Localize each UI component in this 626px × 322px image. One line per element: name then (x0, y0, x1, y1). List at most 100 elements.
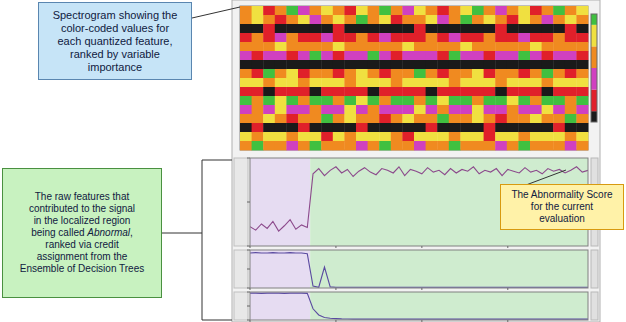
spectrogram-cell (437, 69, 449, 78)
plot-frame (250, 250, 588, 288)
spectrogram-cell (426, 96, 438, 105)
spectrogram-cell (518, 114, 530, 123)
spectrogram-cell (275, 6, 287, 15)
y-tick (247, 202, 250, 203)
spectrogram-cell (356, 87, 368, 96)
spectrogram-cell (495, 141, 507, 150)
spectrogram-cell (379, 69, 391, 78)
spectrogram-cell (391, 132, 403, 141)
x-tick (421, 320, 422, 322)
spectrogram-cell (460, 105, 472, 114)
spectrogram-cell (402, 123, 414, 132)
spectrogram-cell (414, 78, 426, 87)
spectrogram-cell (460, 51, 472, 60)
spectrogram-cell (553, 33, 565, 42)
spectrogram-cell (437, 42, 449, 51)
callout-line: The Abnormality Score (511, 189, 612, 201)
spectrogram-cell (379, 78, 391, 87)
callout-line: assignment from the (37, 251, 128, 263)
spectrogram-cell (252, 132, 264, 141)
colorbar-swatch (591, 14, 597, 25)
spectrogram-cell (518, 141, 530, 150)
spectrogram-cell (576, 87, 588, 96)
spectrogram-cell (542, 87, 554, 96)
plot-frame (250, 292, 588, 320)
spectrogram-cell (275, 78, 287, 87)
spectrogram-cell (391, 33, 403, 42)
callout-line: being called Abnormal, (31, 227, 133, 239)
spectrogram-cell (553, 132, 565, 141)
emphasis: Abnormal (87, 227, 130, 238)
callout-line: color-coded values for (61, 22, 169, 35)
spectrogram-cell (472, 69, 484, 78)
spectrogram-cell (426, 114, 438, 123)
spectrogram-cell (275, 24, 287, 33)
spectrogram-cell (252, 42, 264, 51)
spectrogram-cell (252, 78, 264, 87)
spectrogram-cell (542, 51, 554, 60)
spectrogram-cell (298, 105, 310, 114)
spectrogram-cell (368, 24, 380, 33)
spectrogram-cell (495, 114, 507, 123)
spectrogram-cell (484, 51, 496, 60)
spectrogram-cell (518, 24, 530, 33)
spectrogram-cell (263, 60, 275, 69)
spectrogram-cell (402, 69, 414, 78)
spectrogram-cell (356, 33, 368, 42)
spectrogram-cell (321, 33, 333, 42)
spectrogram-cell (449, 15, 461, 24)
spectrogram-cell (368, 42, 380, 51)
spectrogram-cell (518, 6, 530, 15)
spectrogram-cell (460, 60, 472, 69)
spectrogram-cell (240, 96, 252, 105)
callout-line: ranked by variable (70, 48, 160, 61)
spectrogram-cell (344, 60, 356, 69)
spectrogram-cell (437, 132, 449, 141)
spectrogram-cell (426, 141, 438, 150)
spectrogram-cell (542, 15, 554, 24)
spectrogram-cell (263, 96, 275, 105)
spectrogram-cell (414, 69, 426, 78)
callout: Spectrogram showing thecolor-coded value… (38, 2, 192, 80)
colorbar-swatch (591, 25, 597, 47)
spectrogram-cell (553, 6, 565, 15)
spectrogram-cell (310, 87, 322, 96)
spectrogram-cell (426, 60, 438, 69)
spectrogram-cell (565, 51, 577, 60)
spectrogram-cell (275, 114, 287, 123)
spectrogram-cell (286, 96, 298, 105)
spectrogram-cell (472, 6, 484, 15)
spectrogram-cell (333, 15, 345, 24)
spectrogram-cell (240, 114, 252, 123)
spectrogram-cell (518, 69, 530, 78)
spectrogram-cell (449, 33, 461, 42)
spectrogram-cell (263, 42, 275, 51)
spectrogram-cell (310, 15, 322, 24)
spectrogram-cell (310, 123, 322, 132)
spectrogram-cell (252, 33, 264, 42)
spectrogram-cell (368, 114, 380, 123)
spectrogram-cell (344, 51, 356, 60)
spectrogram-cell (472, 87, 484, 96)
callout-line: Spectrogram showing the (53, 9, 178, 22)
spectrogram-cell (518, 87, 530, 96)
spectrogram-cell (344, 96, 356, 105)
spectrogram-cell (275, 69, 287, 78)
spectrogram-cell (252, 69, 264, 78)
spectrogram-cell (507, 132, 519, 141)
spectrogram-cell (576, 105, 588, 114)
spectrogram-cell (530, 96, 542, 105)
spectrogram-cell (344, 141, 356, 150)
spectrogram-cell (449, 141, 461, 150)
spectrogram-cell (414, 123, 426, 132)
spectrogram-cell (414, 51, 426, 60)
spectrogram-cell (263, 24, 275, 33)
spectrogram-cell (298, 114, 310, 123)
x-tick (421, 246, 422, 248)
callout-line: for the current (531, 201, 593, 213)
spectrogram-cell (484, 6, 496, 15)
spectrogram-cell (426, 105, 438, 114)
spectrogram-cell (391, 114, 403, 123)
spectrogram-cell (530, 24, 542, 33)
spectrogram-cell (379, 105, 391, 114)
